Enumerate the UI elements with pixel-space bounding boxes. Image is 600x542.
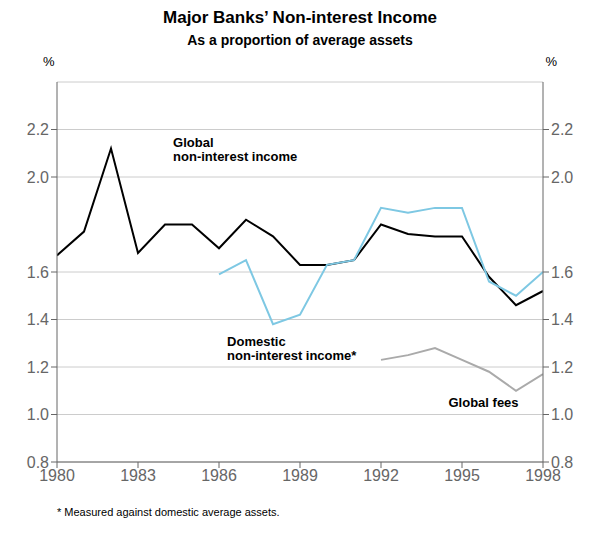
svg-text:1992: 1992 — [363, 467, 399, 484]
svg-text:1.2: 1.2 — [551, 359, 573, 376]
svg-text:1989: 1989 — [282, 467, 318, 484]
svg-text:Global fees: Global fees — [449, 395, 519, 410]
svg-text:0.8: 0.8 — [551, 454, 573, 471]
svg-text:1986: 1986 — [201, 467, 237, 484]
svg-text:1983: 1983 — [120, 467, 156, 484]
svg-text:1.2: 1.2 — [27, 359, 49, 376]
svg-text:1980: 1980 — [39, 467, 75, 485]
svg-text:1.0: 1.0 — [27, 406, 49, 423]
svg-text:2.0: 2.0 — [551, 169, 573, 186]
svg-text:2.2: 2.2 — [551, 121, 573, 138]
svg-text:2.2: 2.2 — [27, 121, 49, 138]
svg-text:1.0: 1.0 — [551, 406, 573, 423]
html-text:* Measured against domestic av: * Measured against domestic average asse… — [57, 506, 280, 518]
svg-text:Globalnon-interest income: Globalnon-interest income — [173, 135, 297, 164]
svg-text:1.6: 1.6 — [551, 264, 573, 281]
html-text:As a proportion of average ass: As a proportion of average assets — [187, 32, 413, 48]
svg-text:1995: 1995 — [444, 467, 480, 484]
html-text:Major Banks’ Non-interest Inco: Major Banks’ Non-interest Income — [163, 8, 437, 27]
svg-text:1.4: 1.4 — [27, 311, 49, 328]
svg-text:Domesticnon-interest income*: Domesticnon-interest income* — [227, 334, 357, 363]
svg-text:1.6: 1.6 — [27, 264, 49, 281]
svg-text:0.8: 0.8 — [27, 454, 49, 471]
svg-text:2.0: 2.0 — [27, 169, 49, 186]
svg-text:1998: 1998 — [525, 467, 561, 485]
svg-text:1.4: 1.4 — [551, 311, 573, 328]
